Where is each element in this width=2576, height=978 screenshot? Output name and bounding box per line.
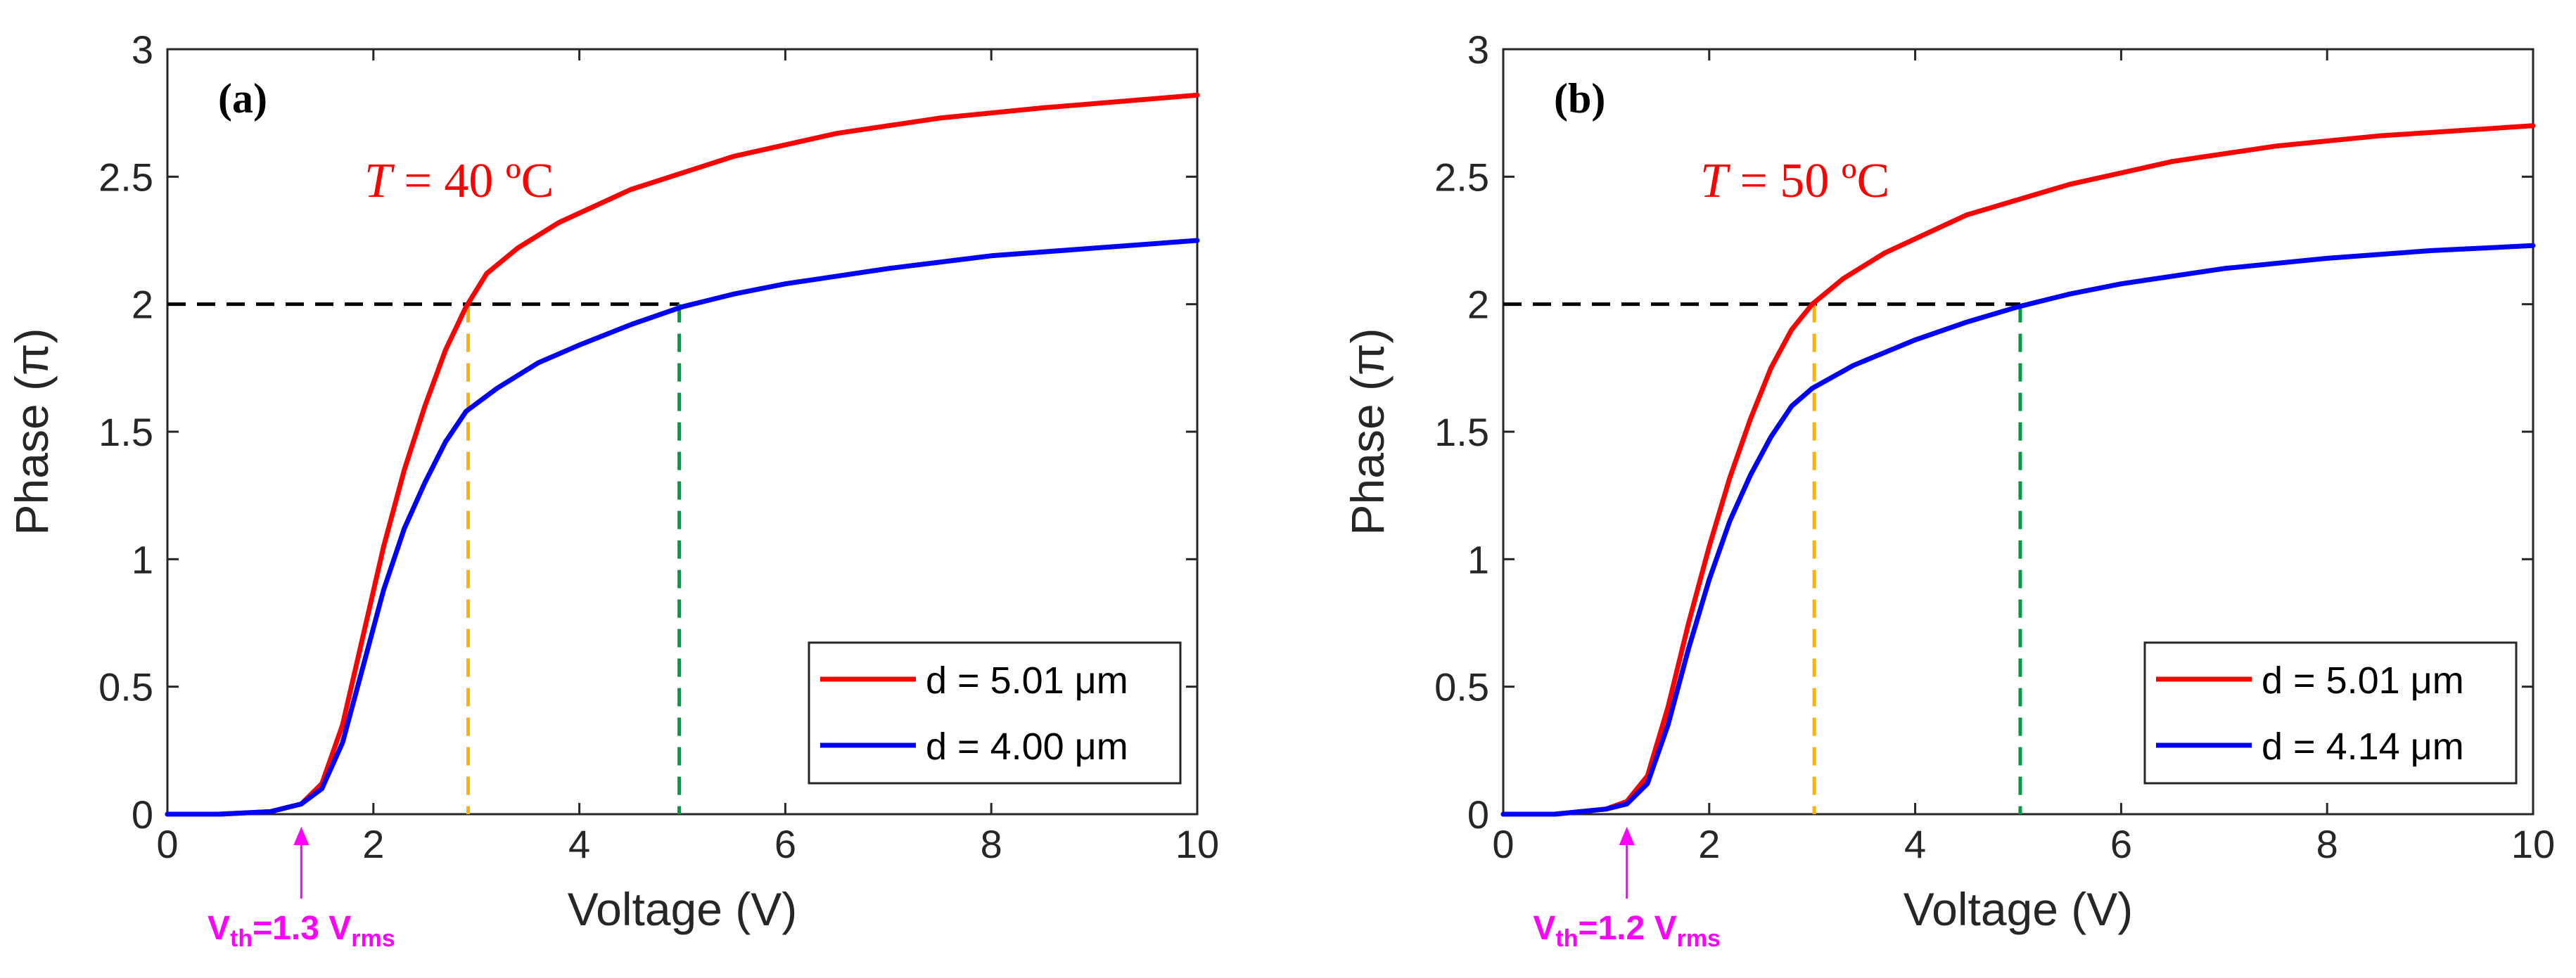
legend-box (2143, 641, 2518, 785)
y-tick-label: 2.5 (98, 155, 153, 199)
y-tick-label: 0.5 (1434, 665, 1489, 709)
y-tick-label: 0 (132, 792, 153, 837)
y-tick-label: 3 (132, 27, 153, 72)
x-axis-label: Voltage (V) (1904, 883, 2134, 935)
y-axis-label: Phase (π) (6, 328, 58, 536)
threshold-label-part: =1.3 V (253, 910, 351, 947)
chart-panel-a: 0 2 4 6 8 10 0 0.5 1 1.5 2 2.5 3 Voltage (V) Phase (π)… (6, 27, 1219, 952)
legend-entry-label: d = 5.01 μm (2262, 659, 2464, 702)
temperature-value: = 40 ºC (392, 154, 554, 208)
legend-entry-label: d = 4.00 μm (926, 726, 1128, 768)
threshold-label-part: V (1533, 910, 1555, 947)
y-tick-label: 2 (1467, 283, 1489, 327)
temperature-symbol: T (1700, 154, 1731, 208)
threshold-label: Vth=1.2 Vrms (1533, 910, 1721, 952)
y-axis-label: Phase (π) (1341, 328, 1394, 536)
series-line-blue (165, 238, 1200, 817)
x-tick-label: 4 (568, 822, 590, 866)
threshold-label-part: rms (351, 925, 395, 952)
threshold-label-part: V (208, 910, 230, 947)
threshold-arrow-head (293, 827, 310, 845)
x-tick-label: 8 (2316, 822, 2338, 866)
x-tick-label: 0 (1492, 822, 1514, 866)
temperature-symbol: T (364, 154, 395, 208)
y-tick-label: 2.5 (1434, 155, 1489, 199)
x-tick-label: 4 (1904, 822, 1926, 866)
temperature-value: = 50 ºC (1728, 154, 1889, 208)
legend-entry-label: d = 4.14 μm (2262, 726, 2464, 768)
y-tick-label: 1.5 (1434, 410, 1489, 454)
y-tick-label: 0 (1467, 792, 1489, 837)
x-tick-label: 10 (1175, 822, 1219, 866)
y-tick-label: 1.5 (98, 410, 153, 454)
y-tick-label: 1 (1467, 537, 1489, 581)
panel-label: (b) (1554, 75, 1605, 122)
threshold-label: Vth=1.3 Vrms (208, 910, 395, 952)
chart-panel-b: 0 2 4 6 8 10 0 0.5 1 1.5 2 2.5 3 Voltage (V) Phase (π)… (1341, 27, 2555, 952)
x-axis-label: Voltage (V) (568, 883, 798, 935)
x-tick-label: 0 (156, 822, 178, 866)
threshold-arrow-head (1619, 827, 1635, 845)
x-tick-label: 2 (362, 822, 384, 866)
x-tick-label: 6 (2110, 822, 2132, 866)
series-line-red (1500, 123, 2536, 817)
x-tick-label: 8 (981, 822, 1002, 866)
x-tick-label: 10 (2511, 822, 2555, 866)
legend-box (808, 641, 1182, 785)
y-tick-label: 0.5 (98, 665, 153, 709)
panel-label: (a) (218, 75, 267, 122)
threshold-label-part: th (1555, 925, 1578, 952)
y-tick-label: 3 (1467, 27, 1489, 72)
x-tick-label: 6 (774, 822, 796, 866)
temperature-annotation: T = 50 ºC (1700, 154, 1889, 208)
y-tick-label: 1 (132, 537, 153, 581)
series-line-blue (1500, 243, 2536, 817)
temperature-annotation: T = 40 ºC (364, 154, 554, 208)
y-tick-label: 2 (132, 283, 153, 327)
x-tick-label: 2 (1698, 822, 1720, 866)
threshold-label-part: =1.2 V (1578, 910, 1676, 947)
threshold-label-part: th (230, 925, 253, 952)
legend-entry-label: d = 5.01 μm (926, 659, 1128, 702)
threshold-label-part: rms (1677, 925, 1721, 952)
